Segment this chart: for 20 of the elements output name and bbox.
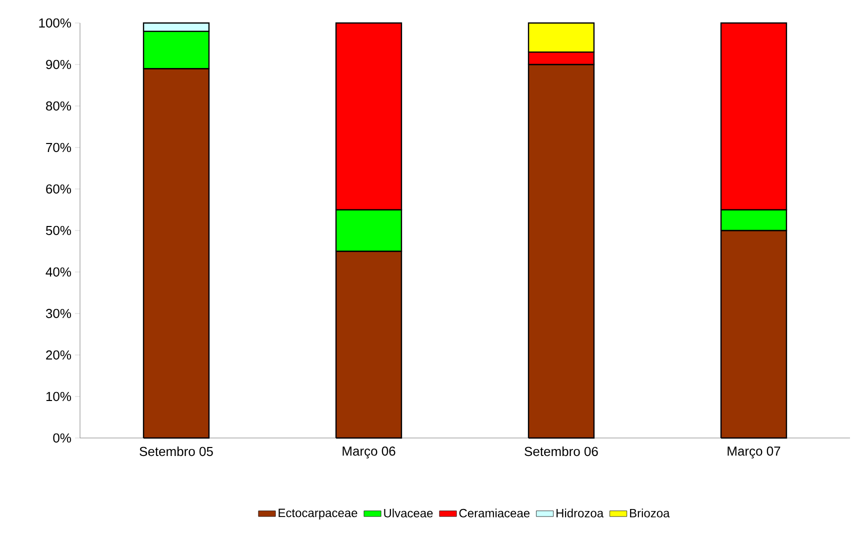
y-tick-label: 70% (46, 142, 72, 152)
y-tick-label: 50% (46, 226, 72, 236)
legend-label: Ectocarpaceae (278, 508, 358, 520)
legend-label: Briozoa (630, 508, 670, 518)
y-tick-label: 30% (46, 308, 72, 318)
x-tick-label: Setembro 05 (140, 446, 213, 456)
x-tick-label: Março 06 (342, 446, 396, 458)
y-tick-label: 80% (46, 101, 72, 111)
legend-label: Hidrozoa (556, 508, 604, 518)
x-tick-label: Setembro 06 (524, 446, 598, 456)
y-tick-label: 90% (46, 60, 72, 70)
y-tick-label: 10% (46, 392, 72, 402)
y-tick-label: 0% (53, 433, 72, 443)
legend-label: Ulvaceae (384, 508, 433, 518)
y-tick-label: 20% (46, 350, 72, 360)
y-tick-label: 40% (46, 267, 72, 277)
y-tick-label: 100% (39, 18, 72, 28)
legend-label: Ceramiaceae (459, 508, 530, 518)
x-tick-label: Março 07 (728, 446, 780, 458)
y-tick-label: 60% (46, 184, 72, 194)
